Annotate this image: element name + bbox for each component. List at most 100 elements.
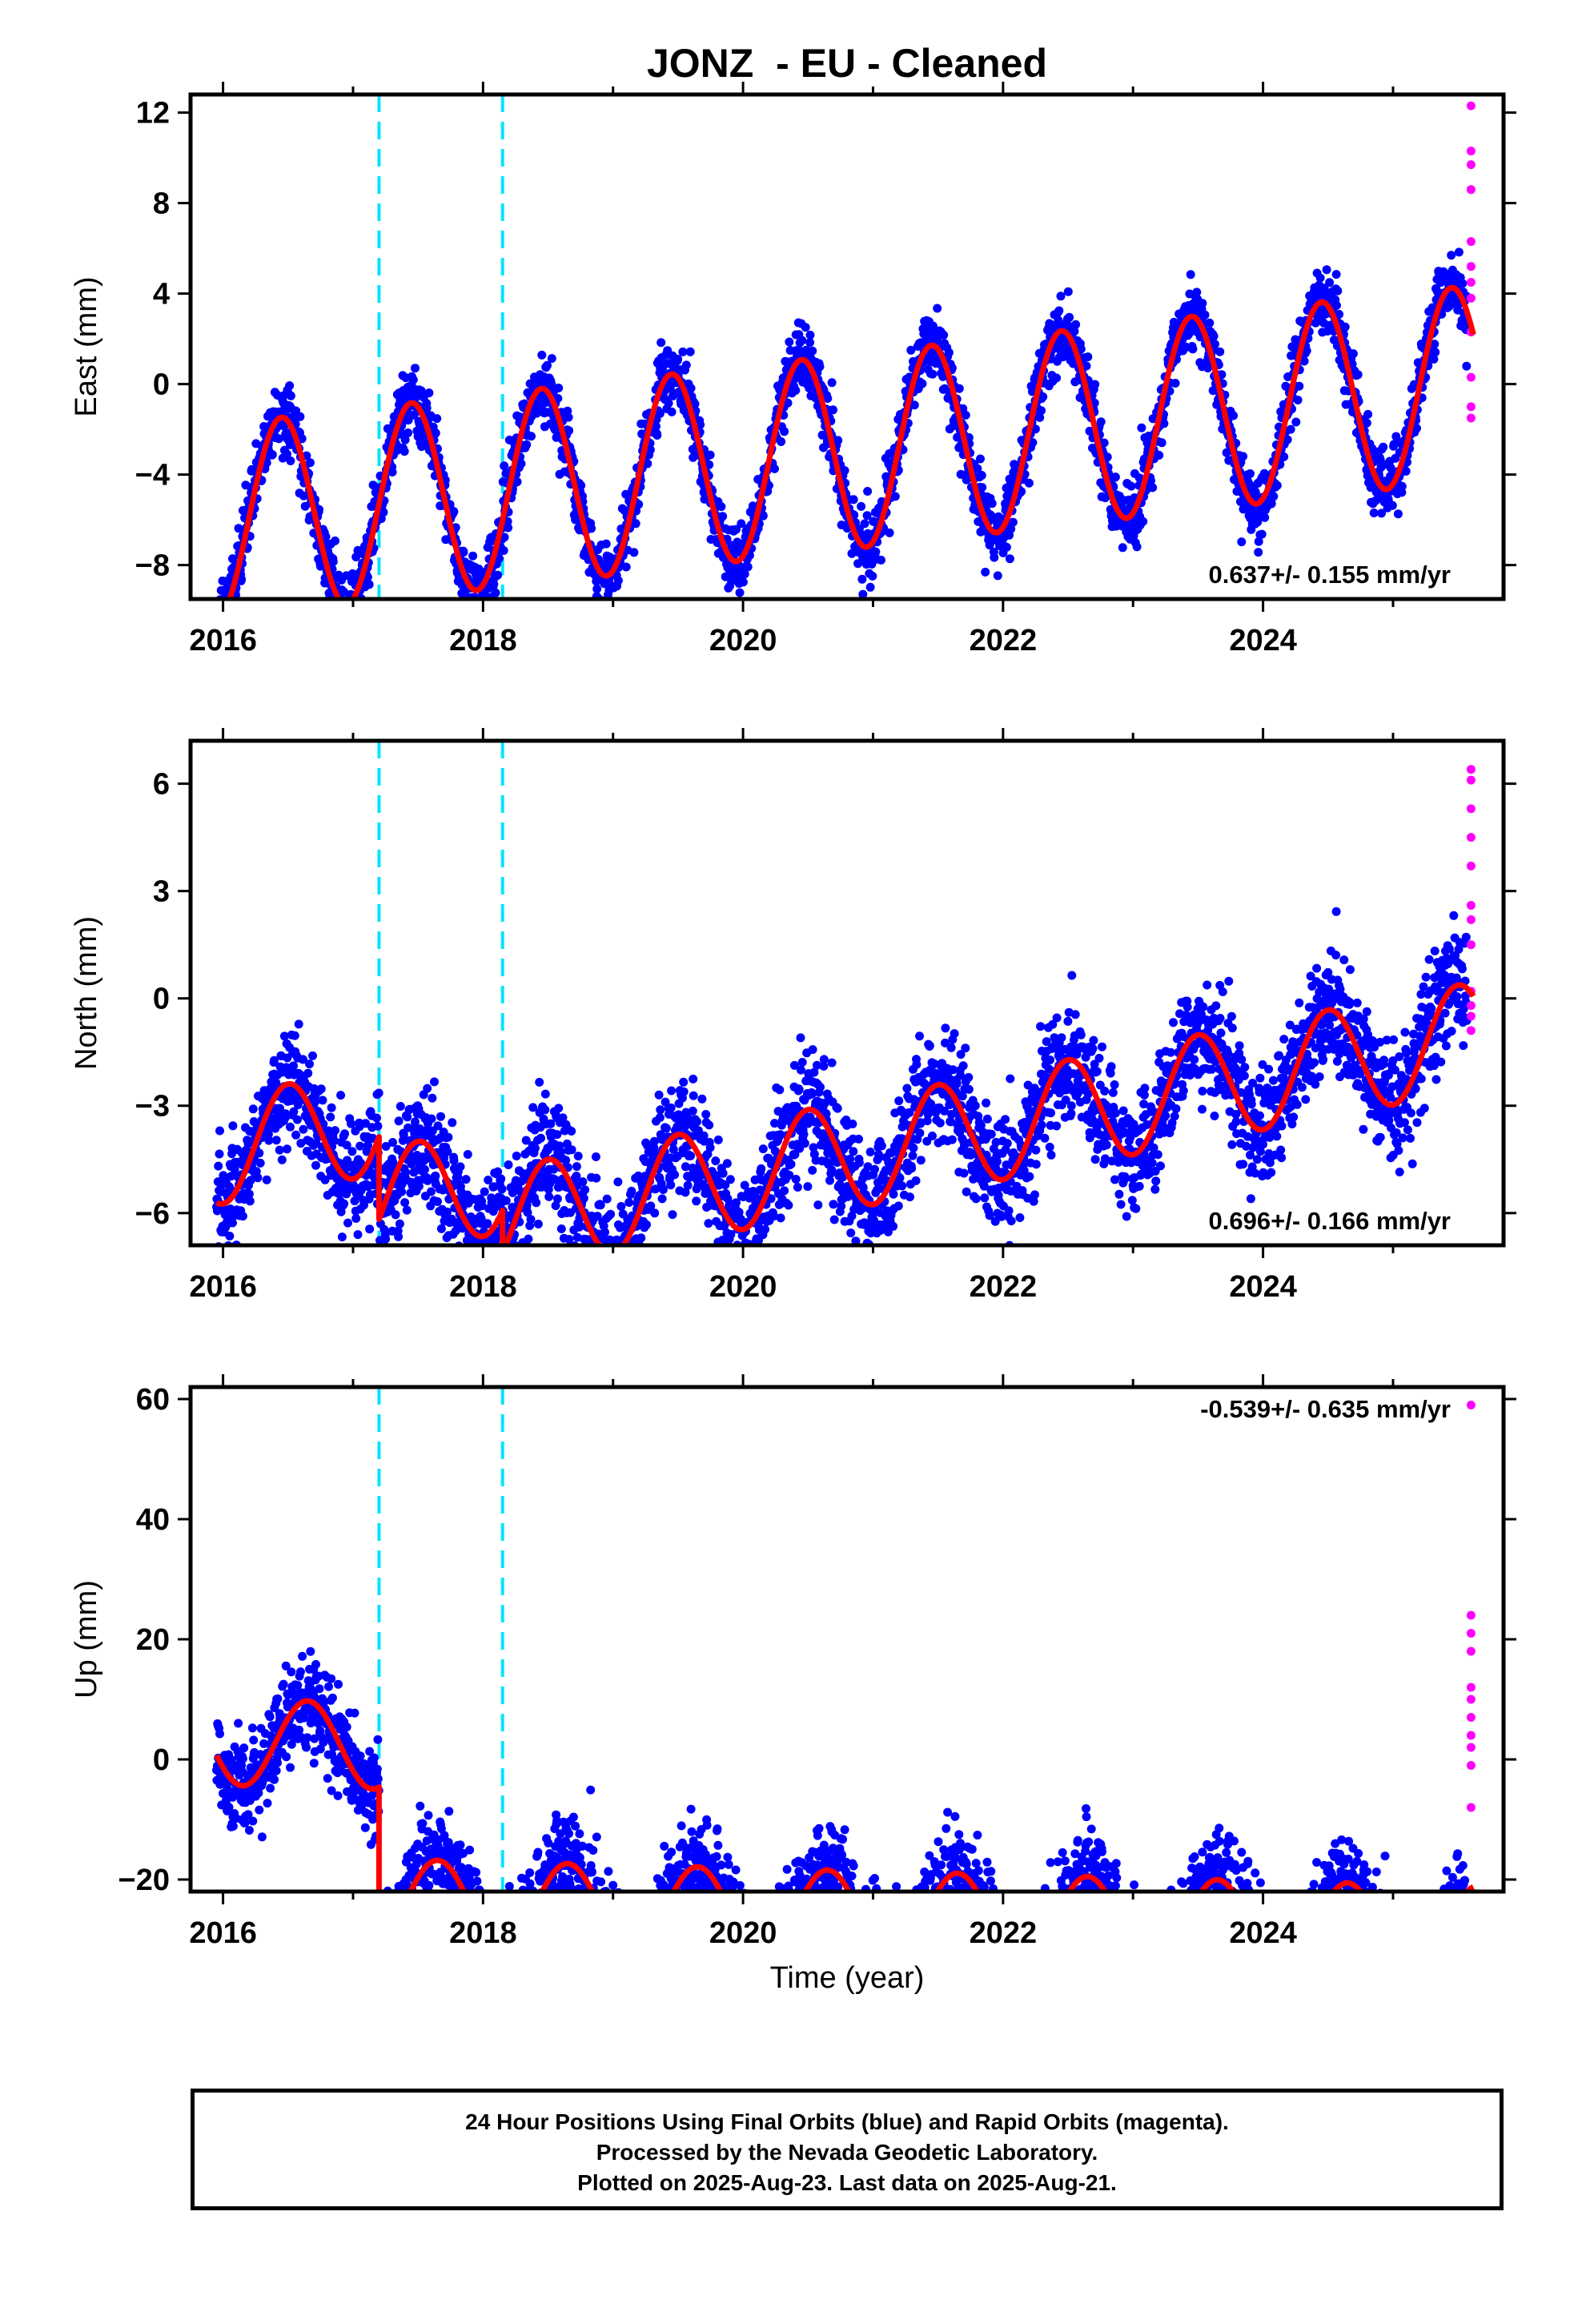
final-point bbox=[758, 1144, 768, 1154]
final-point bbox=[349, 621, 358, 630]
final-point bbox=[621, 1285, 630, 1294]
final-point bbox=[564, 1277, 573, 1286]
final-point bbox=[343, 621, 351, 630]
final-point bbox=[327, 1103, 336, 1112]
final-point bbox=[394, 1232, 404, 1241]
final-point bbox=[679, 1087, 689, 1096]
rapid-point bbox=[1466, 237, 1476, 247]
final-point bbox=[225, 605, 234, 614]
rapid-point bbox=[1466, 101, 1476, 111]
final-point bbox=[1186, 270, 1195, 279]
final-point bbox=[228, 1121, 238, 1131]
final-point bbox=[616, 1202, 626, 1211]
final-point bbox=[226, 603, 235, 612]
final-point bbox=[977, 471, 986, 480]
final-point bbox=[530, 1144, 540, 1153]
final-point bbox=[717, 1249, 725, 1258]
final-point bbox=[245, 1196, 255, 1206]
final-point bbox=[1239, 452, 1248, 461]
final-point bbox=[606, 1284, 615, 1293]
final-point bbox=[614, 1256, 623, 1265]
final-point bbox=[271, 1136, 281, 1145]
final-point bbox=[623, 1272, 632, 1281]
final-point bbox=[711, 1156, 721, 1166]
final-point bbox=[743, 562, 753, 572]
final-point bbox=[757, 1164, 766, 1173]
final-point bbox=[1291, 417, 1301, 427]
final-point bbox=[1052, 373, 1062, 383]
final-point bbox=[1322, 265, 1331, 275]
final-point bbox=[1331, 270, 1341, 279]
final-point bbox=[423, 1084, 432, 1093]
x-tick-label: 2016 bbox=[189, 624, 257, 657]
final-point bbox=[228, 603, 237, 612]
final-point bbox=[449, 1156, 459, 1165]
final-point bbox=[498, 1259, 507, 1268]
final-point bbox=[474, 614, 483, 623]
final-point bbox=[374, 1088, 383, 1098]
final-point bbox=[827, 378, 837, 388]
final-point bbox=[753, 1257, 762, 1266]
final-point bbox=[610, 1349, 619, 1357]
final-point bbox=[351, 1214, 361, 1223]
final-point bbox=[463, 1150, 472, 1159]
final-point bbox=[347, 605, 356, 613]
final-point bbox=[630, 1256, 639, 1265]
final-point bbox=[601, 539, 611, 549]
final-point bbox=[512, 1152, 521, 1160]
final-point bbox=[223, 612, 231, 621]
final-point bbox=[295, 412, 305, 421]
final-point bbox=[544, 1192, 554, 1201]
final-point bbox=[416, 386, 426, 396]
final-point bbox=[343, 601, 352, 609]
final-point bbox=[1447, 251, 1456, 260]
final-point bbox=[526, 1215, 536, 1224]
final-point bbox=[608, 1297, 617, 1305]
final-point bbox=[376, 1275, 385, 1284]
final-point bbox=[344, 626, 353, 635]
final-point bbox=[993, 571, 1002, 581]
final-point bbox=[477, 601, 486, 610]
final-point bbox=[606, 1209, 616, 1219]
final-point bbox=[215, 1126, 224, 1136]
final-point bbox=[228, 554, 237, 564]
final-point bbox=[612, 613, 620, 622]
final-point bbox=[1332, 300, 1341, 310]
final-point bbox=[1458, 279, 1468, 288]
final-point bbox=[1005, 554, 1014, 564]
final-point bbox=[860, 519, 869, 529]
chart-title: JONZ - EU - Cleaned bbox=[647, 41, 1047, 86]
final-point bbox=[885, 528, 894, 537]
final-point bbox=[344, 613, 353, 622]
final-point bbox=[591, 1256, 600, 1265]
final-point bbox=[461, 1175, 471, 1184]
final-point bbox=[572, 1162, 581, 1172]
final-point bbox=[512, 477, 522, 487]
final-point bbox=[624, 1198, 634, 1207]
final-point bbox=[395, 1219, 404, 1228]
final-point bbox=[489, 1259, 498, 1268]
final-point bbox=[214, 601, 223, 610]
final-point bbox=[540, 1105, 550, 1115]
final-point bbox=[990, 553, 999, 562]
y-tick-label: −4 bbox=[135, 459, 170, 493]
final-point bbox=[1154, 451, 1164, 460]
final-point bbox=[1254, 548, 1263, 557]
final-point bbox=[591, 1256, 600, 1265]
final-point bbox=[608, 1272, 616, 1281]
rapid-point bbox=[1466, 402, 1476, 412]
x-tick-label: 2020 bbox=[709, 624, 777, 657]
final-point bbox=[1397, 481, 1407, 491]
final-point bbox=[508, 1257, 516, 1266]
final-point bbox=[1198, 299, 1207, 308]
final-point bbox=[311, 1160, 320, 1170]
final-point bbox=[402, 1205, 412, 1215]
rapid-point bbox=[1466, 262, 1476, 271]
final-point bbox=[464, 604, 472, 613]
final-point bbox=[408, 375, 418, 384]
final-point bbox=[668, 1210, 677, 1220]
final-point bbox=[686, 1151, 696, 1160]
final-point bbox=[857, 574, 867, 584]
final-point bbox=[657, 1194, 667, 1204]
final-point bbox=[343, 605, 351, 614]
